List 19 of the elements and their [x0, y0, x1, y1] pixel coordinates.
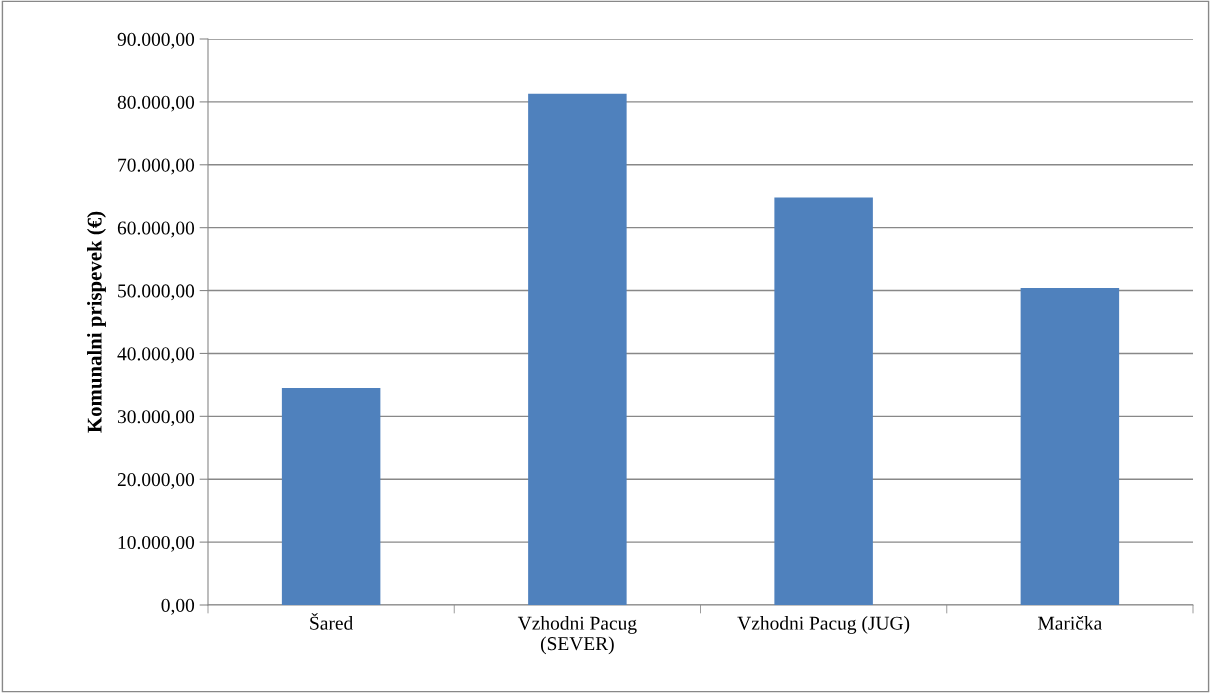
bar	[774, 197, 873, 605]
y-tick-label: 70.000,00	[118, 158, 195, 175]
x-tick-label: Šared	[310, 612, 354, 630]
bar	[1020, 288, 1120, 605]
y-tick-label: 50.000,00	[118, 284, 195, 301]
y-tick-label: 80.000,00	[117, 95, 195, 112]
y-tick-label: 0,00	[161, 598, 195, 615]
y-axis-title: Komunalni prispevek (€)	[87, 211, 106, 433]
bar	[528, 93, 627, 605]
y-tick-label: 30.000,00	[117, 410, 195, 427]
x-tick-label: Vzhodni Pacug (JUG)	[737, 616, 910, 634]
y-tick-label: 10.000,00	[118, 535, 195, 552]
x-tick-label: Vzhodni Pacug (SEVER)	[517, 616, 637, 655]
x-tick-label: Marička	[1038, 616, 1102, 630]
y-tick-label: 40.000,00	[117, 347, 195, 364]
y-tick-label: 60.000,00	[117, 221, 195, 238]
bar	[281, 388, 381, 605]
y-tick-label: 20.000,00	[117, 473, 195, 489]
y-tick-label: 90.000,00	[117, 32, 195, 49]
